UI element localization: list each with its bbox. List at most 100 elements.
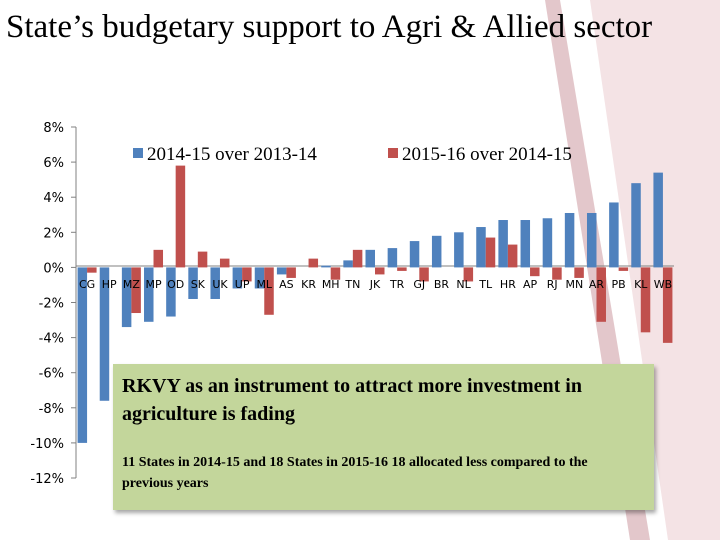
y-tick-label: -6%	[39, 367, 64, 382]
bar-2015-16-uk	[219, 258, 230, 268]
y-tick-label: -12%	[30, 472, 64, 487]
bar-2015-16-mn	[574, 267, 584, 278]
x-tick-label: MN	[565, 278, 583, 291]
x-tick-label: KL	[634, 278, 648, 291]
legend-swatch	[388, 148, 398, 158]
bar-2014-15-pb	[609, 202, 619, 268]
bar-2015-16-as	[286, 267, 296, 278]
bar-2015-16-od	[175, 165, 186, 268]
bars-group	[77, 165, 673, 443]
x-tick-label: AP	[523, 278, 538, 291]
y-tick-label: 2%	[43, 226, 64, 241]
bar-2015-16-wb	[662, 267, 673, 343]
bar-2014-15-as	[276, 267, 287, 275]
bar-2014-15-nl	[454, 232, 464, 268]
bar-2014-15-cg	[77, 267, 88, 443]
bar-2015-16-nl	[463, 267, 474, 282]
x-tick-label: MP	[145, 278, 161, 291]
callout-heading: RKVY as an instrument to attract more in…	[122, 375, 582, 425]
bar-2015-16-mp	[153, 249, 164, 268]
bar-2014-15-ap	[520, 220, 531, 268]
legend-label: 2014-15 over 2013-14	[147, 144, 317, 165]
legend: 2014-15 over 2013-14 2015-16 over 2014-15	[133, 144, 572, 165]
x-tick-label: UP	[235, 278, 250, 291]
bar-2014-15-hr	[498, 220, 508, 268]
y-tick-label: 4%	[43, 191, 64, 206]
bar-2015-16-rj	[552, 267, 562, 280]
x-tick-label: AS	[279, 278, 294, 291]
bar-2014-15-mh	[321, 265, 331, 268]
bar-2015-16-gj	[419, 267, 429, 282]
y-tick-label: 6%	[43, 156, 64, 171]
y-tick-label: 8%	[43, 121, 64, 136]
legend-label: 2015-16 over 2014-15	[402, 144, 572, 165]
x-tick-label: JK	[369, 278, 381, 291]
bar-2014-15-uk	[210, 267, 220, 299]
x-axis-ticks: CG HP MZ MP OD SK UK UP ML AS KR MH TN JK TR GJ BR NL TL HR…	[79, 278, 672, 291]
bar-2015-16-kr	[308, 258, 319, 268]
bar-2014-15-jk	[365, 249, 375, 268]
bar-2014-15-wb	[653, 172, 663, 268]
decor-band-light	[590, 0, 720, 540]
x-tick-label: UK	[212, 278, 228, 291]
y-axis-ticks: 8% 6% 4% 2% 0% -2% -4% -6% -8% -10% -12%	[30, 121, 76, 487]
x-tick-label: ML	[256, 278, 272, 291]
bar-2015-16-ar	[596, 267, 606, 322]
callout-note: 11 States in 2014-15 and 18 States in 20…	[122, 455, 588, 491]
y-tick-label: 0%	[43, 261, 64, 276]
x-tick-label: MZ	[123, 278, 140, 291]
bar-2014-15-tr	[387, 248, 398, 268]
bar-2015-16-up	[242, 267, 252, 282]
callout-box: RKVY as an instrument to attract more in…	[113, 364, 654, 510]
x-tick-label: RJ	[547, 278, 558, 291]
bar-2014-15-kl	[631, 183, 641, 268]
bar-2015-16-tr	[397, 267, 407, 271]
y-tick-label: -10%	[30, 437, 64, 452]
x-tick-label: PB	[612, 278, 626, 291]
bar-2015-16-jk	[375, 267, 385, 275]
bar-2014-15-up	[232, 267, 243, 289]
bar-2015-16-pb	[618, 267, 629, 271]
bar-2014-15-mz	[121, 267, 132, 328]
y-tick-label: -2%	[39, 297, 64, 312]
bar-2014-15-od	[166, 267, 176, 317]
legend-swatch	[133, 148, 143, 158]
bar-2014-15-br	[431, 235, 442, 268]
bar-2015-16-ap	[530, 267, 540, 277]
bar-2015-16-tn	[352, 249, 363, 268]
bar-2014-15-ar	[586, 212, 597, 268]
y-tick-label: -4%	[39, 332, 64, 347]
x-tick-label: OD	[167, 278, 184, 291]
x-tick-label: KR	[301, 278, 316, 291]
bar-2015-16-hr	[507, 244, 518, 268]
bar-2014-15-tn	[343, 260, 353, 268]
x-tick-label: SK	[191, 278, 206, 291]
bar-2014-15-tl	[476, 227, 486, 268]
bar-2015-16-tl	[485, 237, 496, 268]
bar-2014-15-hp	[99, 267, 110, 401]
x-tick-label: BR	[434, 278, 450, 291]
bar-2014-15-ml	[254, 267, 265, 289]
slide-title: State’s budgetary support to Agri & Alli…	[6, 9, 653, 45]
x-tick-label: GJ	[413, 278, 425, 291]
x-tick-label: AR	[589, 278, 605, 291]
x-tick-label: HP	[102, 278, 117, 291]
x-tick-label: TN	[344, 278, 360, 291]
bar-2014-15-mp	[144, 267, 154, 322]
bar-2014-15-mn	[564, 212, 575, 268]
bar-2014-15-rj	[542, 218, 553, 268]
x-tick-label: WB	[654, 278, 672, 291]
x-tick-label: TR	[389, 278, 405, 291]
x-tick-label: HR	[500, 278, 516, 291]
x-tick-label: MH	[322, 278, 340, 291]
y-tick-label: -8%	[39, 402, 64, 417]
x-tick-label: NL	[456, 278, 471, 291]
x-tick-label: TL	[478, 278, 493, 291]
bar-2015-16-kl	[640, 267, 651, 333]
bar-2014-15-gj	[409, 241, 420, 268]
bar-2014-15-sk	[188, 267, 198, 299]
bar-2015-16-cg	[87, 267, 97, 273]
bar-2015-16-mh	[330, 267, 341, 280]
bar-2015-16-sk	[197, 251, 208, 268]
